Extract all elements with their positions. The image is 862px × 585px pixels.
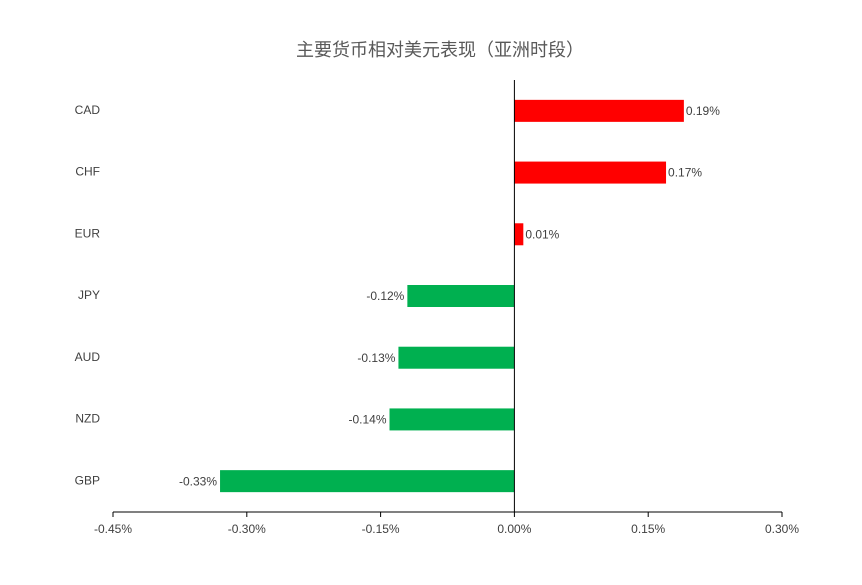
x-tick-label: 0.30%: [765, 522, 799, 536]
bar: [514, 223, 524, 246]
value-label: 0.17%: [668, 166, 702, 180]
bar: [514, 99, 684, 122]
y-tick-label: AUD: [75, 350, 101, 364]
x-tick-label: -0.45%: [94, 522, 132, 536]
value-label: -0.33%: [179, 474, 217, 488]
y-tick-label: CHF: [75, 165, 100, 179]
value-label: -0.12%: [366, 289, 404, 303]
x-tick-label: 0.15%: [631, 522, 665, 536]
y-tick-label: CAD: [75, 103, 101, 117]
bar: [398, 346, 515, 369]
x-tick-label: -0.15%: [362, 522, 400, 536]
chart-title: 主要货币相对美元表现（亚洲时段）: [296, 40, 584, 60]
value-label: -0.13%: [357, 351, 395, 365]
value-label: 0.19%: [686, 104, 720, 118]
value-label: -0.14%: [348, 413, 386, 427]
bar: [389, 408, 515, 431]
y-tick-label: GBP: [75, 473, 100, 487]
y-tick-label: NZD: [75, 412, 100, 426]
bar: [220, 470, 515, 493]
bar: [407, 285, 515, 307]
x-tick-label: 0.00%: [497, 522, 531, 536]
y-tick-label: JPY: [78, 288, 100, 302]
value-label: 0.01%: [525, 227, 559, 241]
bar: [514, 161, 667, 184]
x-tick-label: -0.30%: [228, 522, 266, 536]
y-tick-label: EUR: [75, 226, 101, 240]
